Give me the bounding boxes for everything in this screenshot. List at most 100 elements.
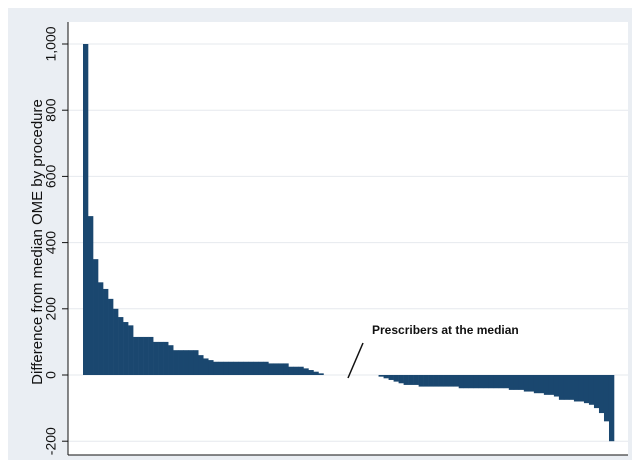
bar	[443, 375, 449, 387]
bar	[398, 375, 404, 384]
bar	[513, 375, 520, 390]
bar	[168, 345, 174, 375]
bar	[413, 375, 419, 385]
bar	[533, 375, 540, 394]
bar	[258, 361, 264, 375]
bar	[408, 375, 414, 385]
bar	[433, 375, 439, 387]
annotation-pointer	[347, 342, 364, 379]
y-tick-label: -200	[43, 427, 59, 455]
bar	[278, 363, 284, 375]
bar	[603, 375, 610, 422]
y-tick-label: 600	[43, 165, 59, 189]
y-tick-label: 200	[43, 297, 59, 321]
bar	[198, 355, 204, 375]
bar	[268, 363, 274, 375]
bar	[448, 375, 454, 387]
bar	[563, 375, 570, 400]
bar	[118, 317, 124, 375]
bar	[123, 322, 129, 375]
bar	[293, 366, 299, 375]
bar	[568, 375, 575, 400]
bar	[468, 375, 475, 389]
bar	[243, 361, 249, 375]
bar	[573, 375, 580, 402]
bar	[93, 259, 99, 375]
bar	[518, 375, 525, 390]
bar	[383, 375, 389, 379]
bar	[558, 375, 565, 400]
bar	[103, 288, 109, 375]
bar	[263, 361, 269, 375]
bar	[403, 375, 409, 385]
bar	[208, 360, 214, 375]
bar	[228, 361, 234, 375]
bar	[313, 371, 319, 375]
bar	[163, 341, 169, 375]
bar	[473, 375, 480, 389]
bar	[133, 336, 139, 375]
y-tick-label: 1,000	[43, 26, 59, 61]
bar	[173, 350, 179, 375]
bar	[98, 282, 104, 375]
bar	[223, 361, 229, 375]
bar	[608, 375, 615, 442]
bar	[298, 366, 304, 375]
bar	[158, 341, 164, 375]
bar	[508, 375, 515, 390]
bar	[308, 370, 314, 375]
bar	[153, 341, 159, 375]
bar	[108, 298, 114, 375]
bar	[393, 375, 399, 382]
bar	[578, 375, 585, 402]
annotation: Prescribers at the median	[372, 323, 519, 337]
bar	[83, 44, 89, 375]
bar	[203, 358, 209, 375]
bar	[528, 375, 535, 392]
bar	[503, 375, 510, 389]
bar	[488, 375, 495, 389]
bar	[378, 375, 384, 377]
bar	[128, 325, 134, 375]
bar	[148, 336, 154, 375]
y-axis-title: Difference from median OME by procedure	[29, 99, 46, 385]
bar	[193, 350, 199, 375]
bar	[543, 375, 550, 395]
bar	[213, 361, 219, 375]
bar	[318, 373, 324, 375]
bar	[188, 350, 194, 375]
bar	[423, 375, 429, 387]
bar	[598, 375, 605, 414]
bar	[138, 336, 144, 375]
bar	[438, 375, 444, 387]
bar	[218, 361, 224, 375]
bar	[273, 363, 279, 375]
bar	[453, 375, 460, 387]
bar	[183, 350, 189, 375]
bar	[478, 375, 485, 389]
bar	[283, 363, 289, 375]
bar	[428, 375, 434, 387]
bar	[583, 375, 590, 404]
bar	[388, 375, 394, 380]
bar	[548, 375, 555, 395]
bar	[483, 375, 490, 389]
bar	[113, 308, 119, 375]
y-tick-label: 800	[43, 98, 59, 122]
bar	[253, 361, 259, 375]
bar	[238, 361, 244, 375]
bar	[288, 366, 294, 375]
bar	[458, 375, 465, 389]
bar	[523, 375, 530, 392]
bar	[303, 368, 309, 375]
bar	[143, 336, 149, 375]
y-tick-label: 0	[43, 371, 59, 379]
bar	[418, 375, 424, 387]
bar	[178, 350, 184, 375]
bar	[588, 375, 595, 405]
y-tick-label: 400	[43, 231, 59, 255]
bar	[88, 216, 94, 375]
bar	[248, 361, 254, 375]
bar	[593, 375, 600, 409]
